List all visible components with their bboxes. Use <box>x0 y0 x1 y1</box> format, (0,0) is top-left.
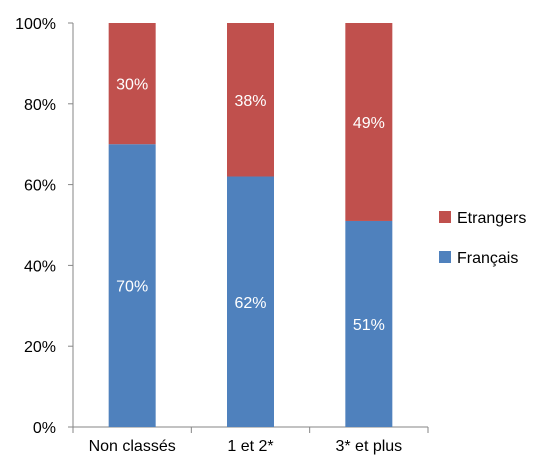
data-label: 70% <box>116 279 148 296</box>
y-tick-label: 100% <box>15 16 56 33</box>
legend-swatch <box>439 251 451 263</box>
x-tick-label: 1 et 2* <box>227 438 273 455</box>
data-label: 38% <box>234 93 266 110</box>
legend-label: Etrangers <box>457 210 526 227</box>
data-label: 49% <box>353 115 385 132</box>
data-label: 30% <box>116 77 148 94</box>
data-labels: 70% 30% 62% 38% 51% 49% <box>116 77 385 334</box>
bar-segment <box>345 23 393 221</box>
data-label: 62% <box>234 295 266 312</box>
legend-label: Français <box>457 250 518 267</box>
x-tick-label: 3* et plus <box>335 438 402 455</box>
y-tick-label: 0% <box>33 420 56 437</box>
y-tick-label: 40% <box>24 258 56 275</box>
y-tick-label: 60% <box>24 178 56 195</box>
bars <box>108 23 393 427</box>
y-tick-label: 20% <box>24 339 56 356</box>
y-tick-label: 80% <box>24 97 56 114</box>
x-tick-label: Non classés <box>89 438 176 455</box>
legend-swatch <box>439 211 451 223</box>
bar-segment <box>227 176 274 427</box>
bar-segment <box>345 220 393 427</box>
bar-segment <box>108 23 156 145</box>
axes: 0% 20% 40% 60% 80% 100% Non classés 1 et 2* 3* e… <box>15 16 429 455</box>
bar-segment <box>108 144 156 427</box>
bar-segment <box>227 23 274 177</box>
legend: Etrangers Français <box>439 210 526 267</box>
data-label: 51% <box>353 317 385 334</box>
